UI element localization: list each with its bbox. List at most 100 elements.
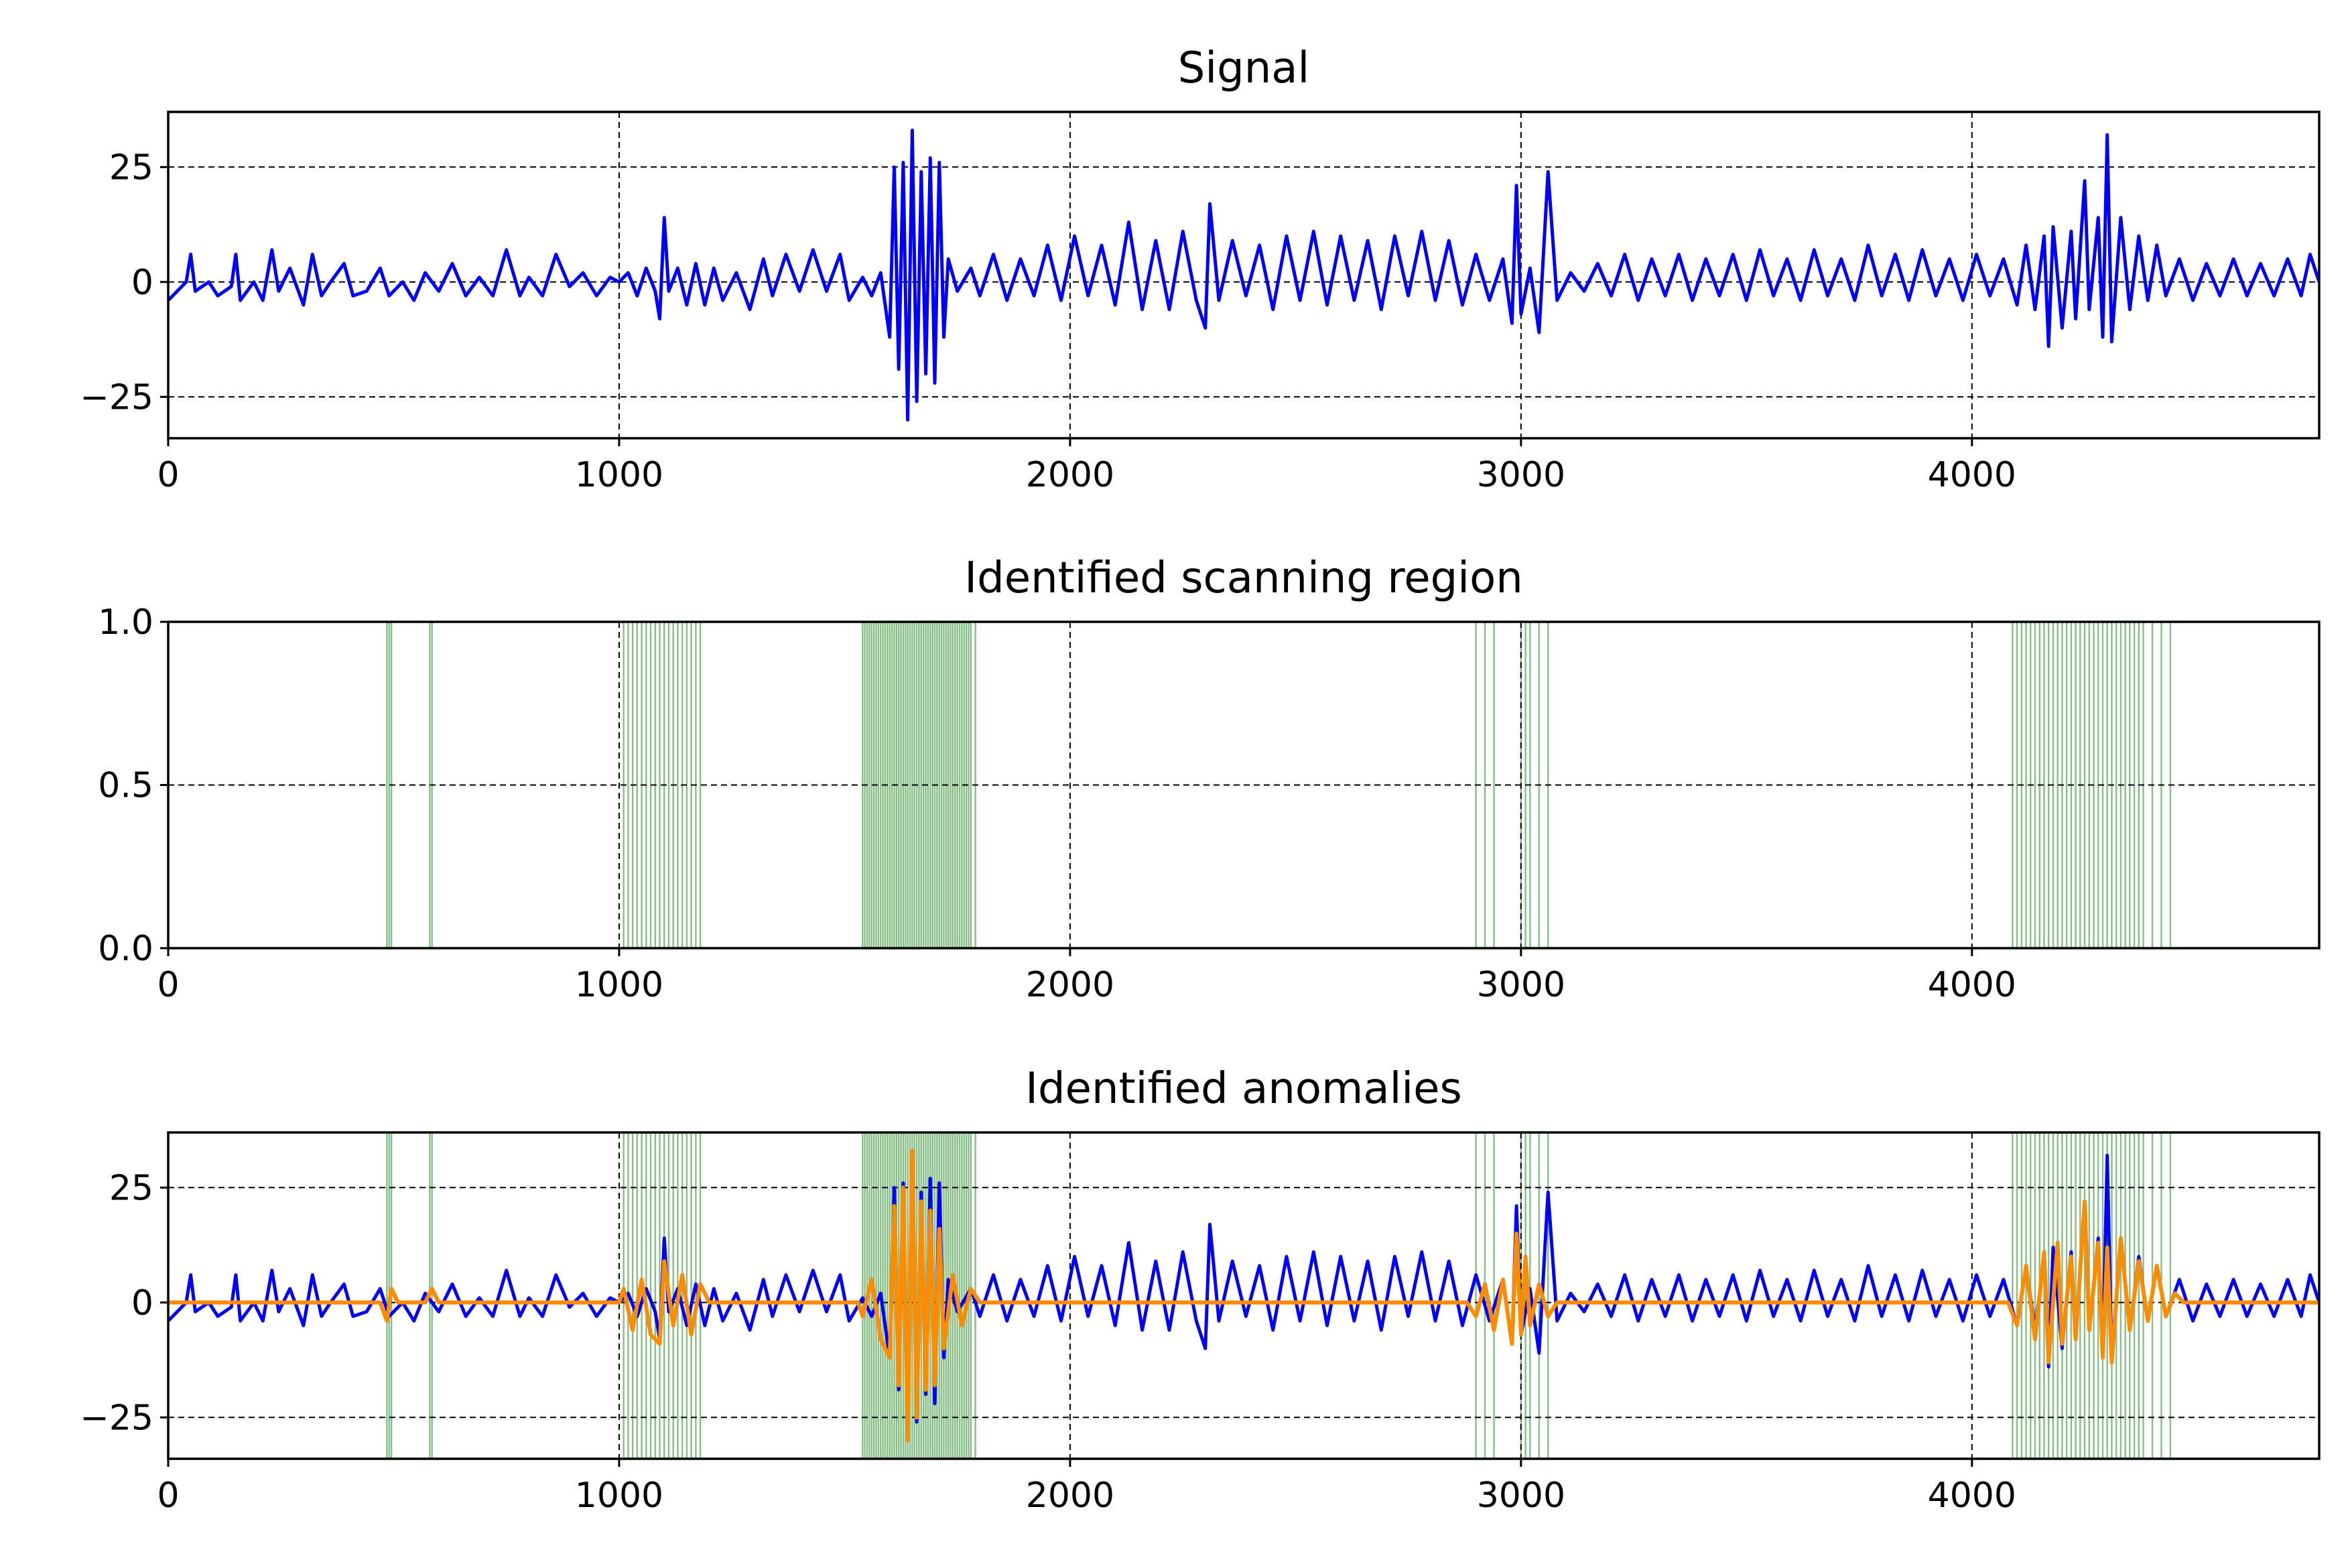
- scan-region: [2012, 1132, 2014, 1459]
- scan-region: [699, 622, 702, 948]
- scan-region: [958, 1132, 961, 1459]
- scan-region: [900, 622, 902, 948]
- scan-region: [907, 1132, 909, 1459]
- scan-region: [918, 622, 920, 948]
- scan-region: [862, 1132, 864, 1459]
- x-tick-label: 3000: [1477, 455, 1565, 495]
- scan-region: [2119, 1132, 2122, 1459]
- scan-region: [690, 1132, 692, 1459]
- series-line-2: [168, 1149, 2319, 1443]
- y-tick-label: 25: [109, 1168, 153, 1208]
- scan-region: [2025, 1132, 2027, 1459]
- chart-title: Identified anomalies: [1025, 1064, 1462, 1114]
- scan-region: [2138, 1132, 2140, 1459]
- scan-region: [929, 622, 931, 948]
- scan-region: [636, 622, 639, 948]
- x-tick-label: 0: [157, 1476, 179, 1516]
- scan-region: [631, 1132, 634, 1459]
- scan-region: [909, 622, 911, 948]
- scan-region: [961, 622, 963, 948]
- scan-region: [880, 622, 882, 948]
- scan-region: [1475, 1132, 1477, 1459]
- scan-region: [2075, 1132, 2077, 1459]
- y-tick-label: 0: [131, 1283, 153, 1323]
- scan-region: [1547, 1132, 1549, 1459]
- scan-region: [2016, 1132, 2018, 1459]
- panel-2: 0 1000 2000 3000 4000 0.0 0.5 1.0 Identified sca…: [98, 553, 2321, 1005]
- scan-region: [2097, 1132, 2099, 1459]
- scan-region: [388, 622, 390, 948]
- x-tick-label: 0: [157, 965, 179, 1005]
- x-tick-label: 4000: [1928, 455, 2016, 495]
- scan-region: [961, 1132, 963, 1459]
- scan-region: [2043, 622, 2045, 948]
- scan-region: [695, 1132, 697, 1459]
- y-tick-label: 0.0: [98, 929, 153, 969]
- scan-region: [958, 622, 961, 948]
- scan-region: [920, 622, 923, 948]
- scan-region: [1493, 1132, 1495, 1459]
- scan-region: [963, 1132, 965, 1459]
- y-tick-label: 0.5: [98, 766, 153, 806]
- scan-region: [2025, 622, 2027, 948]
- x-tick-label: 3000: [1477, 1476, 1565, 1516]
- scan-region: [1484, 1132, 1486, 1459]
- scan-region: [875, 1132, 877, 1459]
- x-tick-label: 2000: [1026, 965, 1114, 1005]
- scan-region: [2106, 622, 2108, 948]
- scan-region: [897, 622, 900, 948]
- scan-region: [1538, 1132, 1540, 1459]
- chart-title: Identified scanning region: [964, 553, 1523, 603]
- scan-region: [925, 1132, 927, 1459]
- scan-region: [911, 1132, 913, 1459]
- x-tick-label: 1000: [575, 1476, 663, 1516]
- scan-region: [2115, 622, 2117, 948]
- scan-region: [2056, 622, 2059, 948]
- scan-region: [870, 1132, 873, 1459]
- scan-region: [649, 1132, 652, 1459]
- series-line-1: [168, 1149, 2319, 1443]
- scan-region: [2075, 622, 2077, 948]
- scan-region: [2129, 1132, 2131, 1459]
- y-tick-label: −25: [80, 377, 153, 417]
- scan-region: [2083, 1132, 2086, 1459]
- scan-region: [864, 1132, 866, 1459]
- scan-region: [2083, 622, 2086, 948]
- scan-region: [882, 1132, 884, 1459]
- axes-frame: [167, 111, 2321, 440]
- y-tick-label: 0: [131, 263, 153, 303]
- scan-region: [897, 1132, 900, 1459]
- x-tick-label: 4000: [1928, 965, 2016, 1005]
- x-tick-label: 0: [157, 455, 179, 495]
- scan-region: [386, 622, 388, 948]
- scan-region: [950, 622, 952, 948]
- scan-region: [659, 1132, 661, 1459]
- scan-region: [2070, 1132, 2073, 1459]
- scan-region: [929, 1132, 931, 1459]
- scan-region: [948, 622, 950, 948]
- scan-region: [970, 622, 972, 948]
- scan-region: [386, 1132, 388, 1459]
- scan-region: [2034, 1132, 2036, 1459]
- scan-region: [677, 622, 679, 948]
- scan-region: [2016, 622, 2018, 948]
- series-line-1: [168, 128, 2319, 422]
- scan-region: [654, 1132, 656, 1459]
- scan-region: [2034, 622, 2036, 948]
- scan-region: [893, 1132, 895, 1459]
- scan-region: [889, 622, 891, 948]
- scan-region: [915, 1132, 918, 1459]
- scan-region: [968, 622, 970, 948]
- scan-region: [940, 622, 943, 948]
- axes-frame: [167, 1131, 2321, 1460]
- scan-region: [884, 1132, 887, 1459]
- scan-region: [2061, 1132, 2063, 1459]
- scan-region: [868, 622, 870, 948]
- scan-region: [1524, 1132, 1526, 1459]
- scan-region: [659, 622, 661, 948]
- scan-region: [1493, 622, 1495, 948]
- scan-region: [431, 1132, 433, 1459]
- scan-region: [877, 622, 880, 948]
